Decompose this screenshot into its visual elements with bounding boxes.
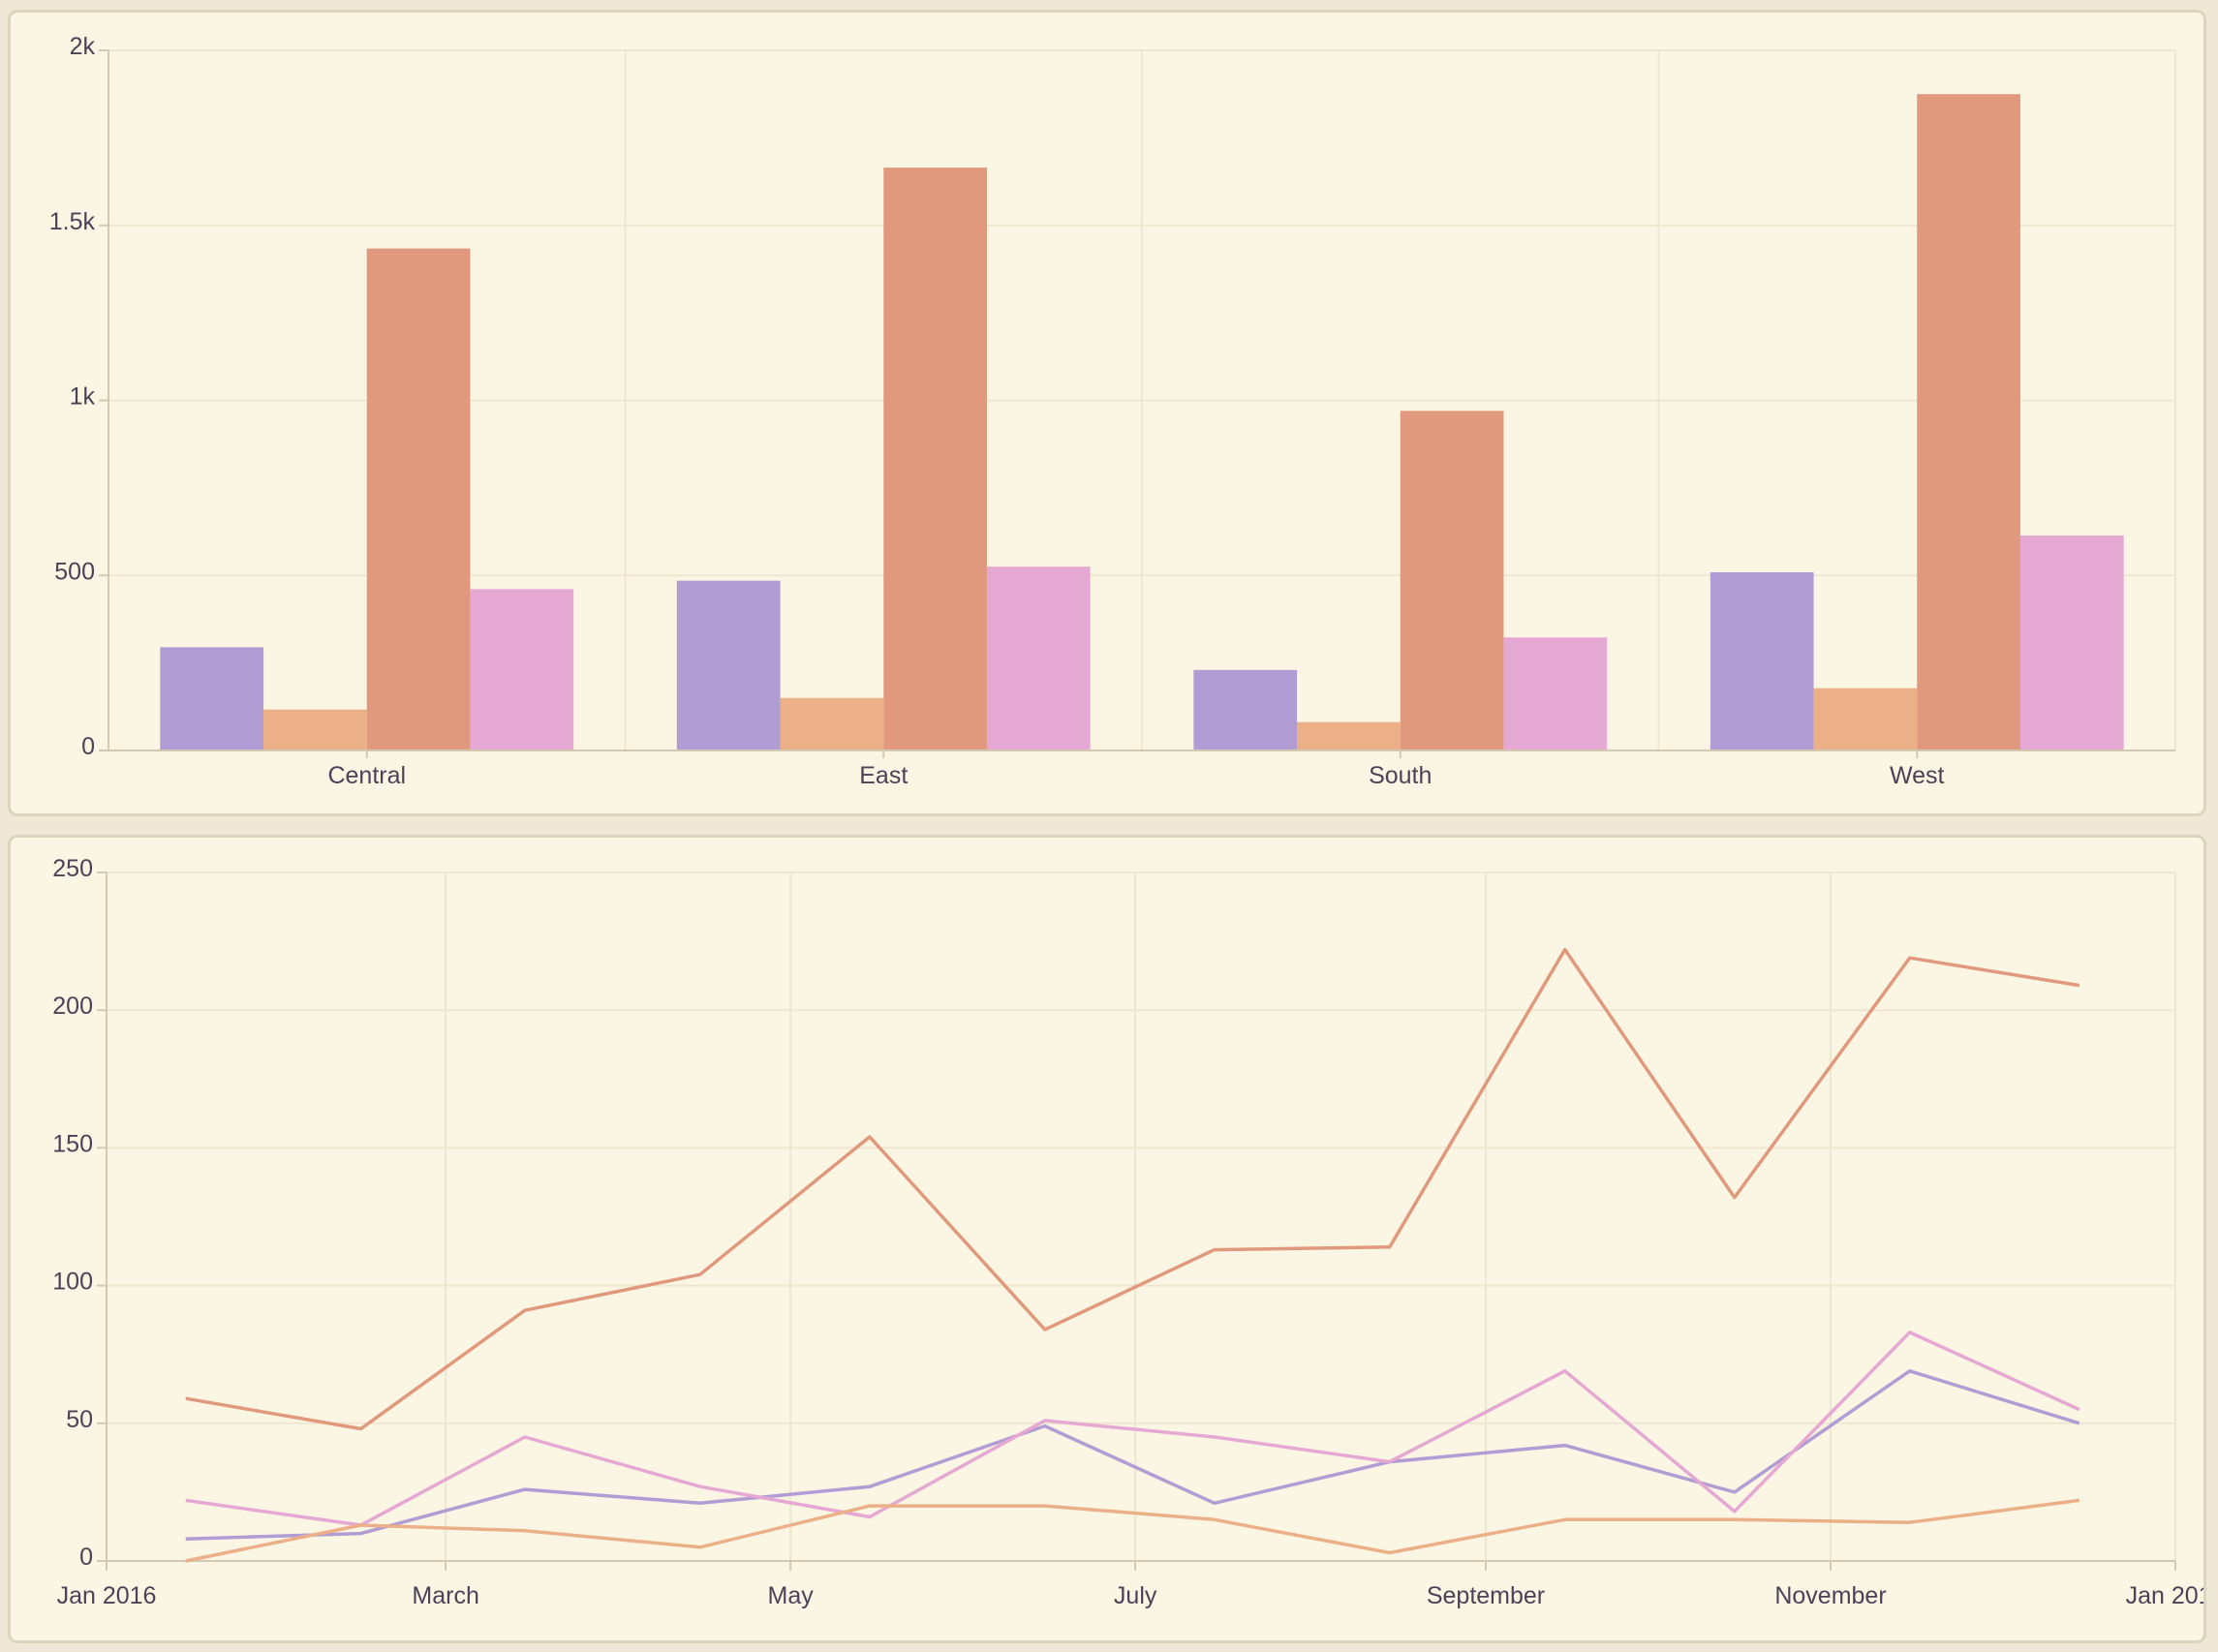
bar-chart-panel: 0 500 1k 1.5k 2k Central East South West [8, 10, 2206, 816]
y-tick-label: 100 [52, 1269, 93, 1296]
x-tick-label: March [412, 1582, 478, 1609]
y-tick-label: 1k [70, 383, 96, 411]
x-tick-label: Central [327, 762, 406, 789]
x-tick-label: South [1369, 762, 1432, 789]
bar-east-1 [780, 697, 884, 750]
line-chart-panel: 0 50 100 150 200 250 Jan 2016 March May July Septe… [8, 835, 2206, 1643]
bar-south-1 [1297, 721, 1401, 750]
bar-central-0 [160, 647, 264, 750]
line-chart: 0 50 100 150 200 250 Jan 2016 March May July Septe… [52, 855, 2203, 1609]
bar-east-0 [676, 580, 781, 750]
x-tick-label: November [1774, 1582, 1886, 1609]
x-tick-label: West [1890, 762, 1945, 789]
y-tick-label: 1.5k [49, 208, 96, 235]
x-tick-label: Jan 2016 [57, 1582, 157, 1609]
bar-central-2 [366, 248, 471, 750]
bar-west-1 [1813, 688, 1918, 750]
line-series-3 [185, 1498, 2080, 1563]
bar-south-3 [1503, 637, 1608, 750]
x-tick-label: May [768, 1582, 815, 1609]
x-tick-label: September [1427, 1582, 1545, 1609]
bar-central-3 [470, 589, 574, 750]
y-tick-label: 0 [79, 1544, 93, 1571]
bar-south-0 [1193, 669, 1298, 750]
y-tick-label: 200 [52, 993, 93, 1020]
bar-west-2 [1917, 94, 2020, 750]
bar-chart: 0 500 1k 1.5k 2k Central East South West [49, 33, 2176, 789]
line-series-2 [185, 1331, 2080, 1527]
y-tick-label: 150 [52, 1130, 93, 1157]
bar-central-1 [263, 709, 367, 750]
bar-west-3 [2019, 535, 2124, 750]
x-tick-label: Jan 2017 [2126, 1582, 2203, 1609]
y-tick-label: 50 [66, 1406, 93, 1433]
line-series-1 [185, 1369, 2080, 1541]
y-tick-label: 2k [70, 33, 96, 60]
bar-east-2 [883, 168, 987, 751]
y-tick-label: 0 [81, 733, 95, 760]
y-tick-label: 500 [54, 558, 95, 585]
x-tick-label: July [1114, 1582, 1157, 1609]
bar-south-2 [1400, 411, 1504, 750]
x-tick-label: East [859, 762, 908, 789]
y-tick-label: 250 [52, 855, 93, 882]
bar-east-3 [986, 566, 1091, 750]
line-series-0 [185, 947, 2080, 1431]
bar-west-0 [1710, 571, 1814, 750]
